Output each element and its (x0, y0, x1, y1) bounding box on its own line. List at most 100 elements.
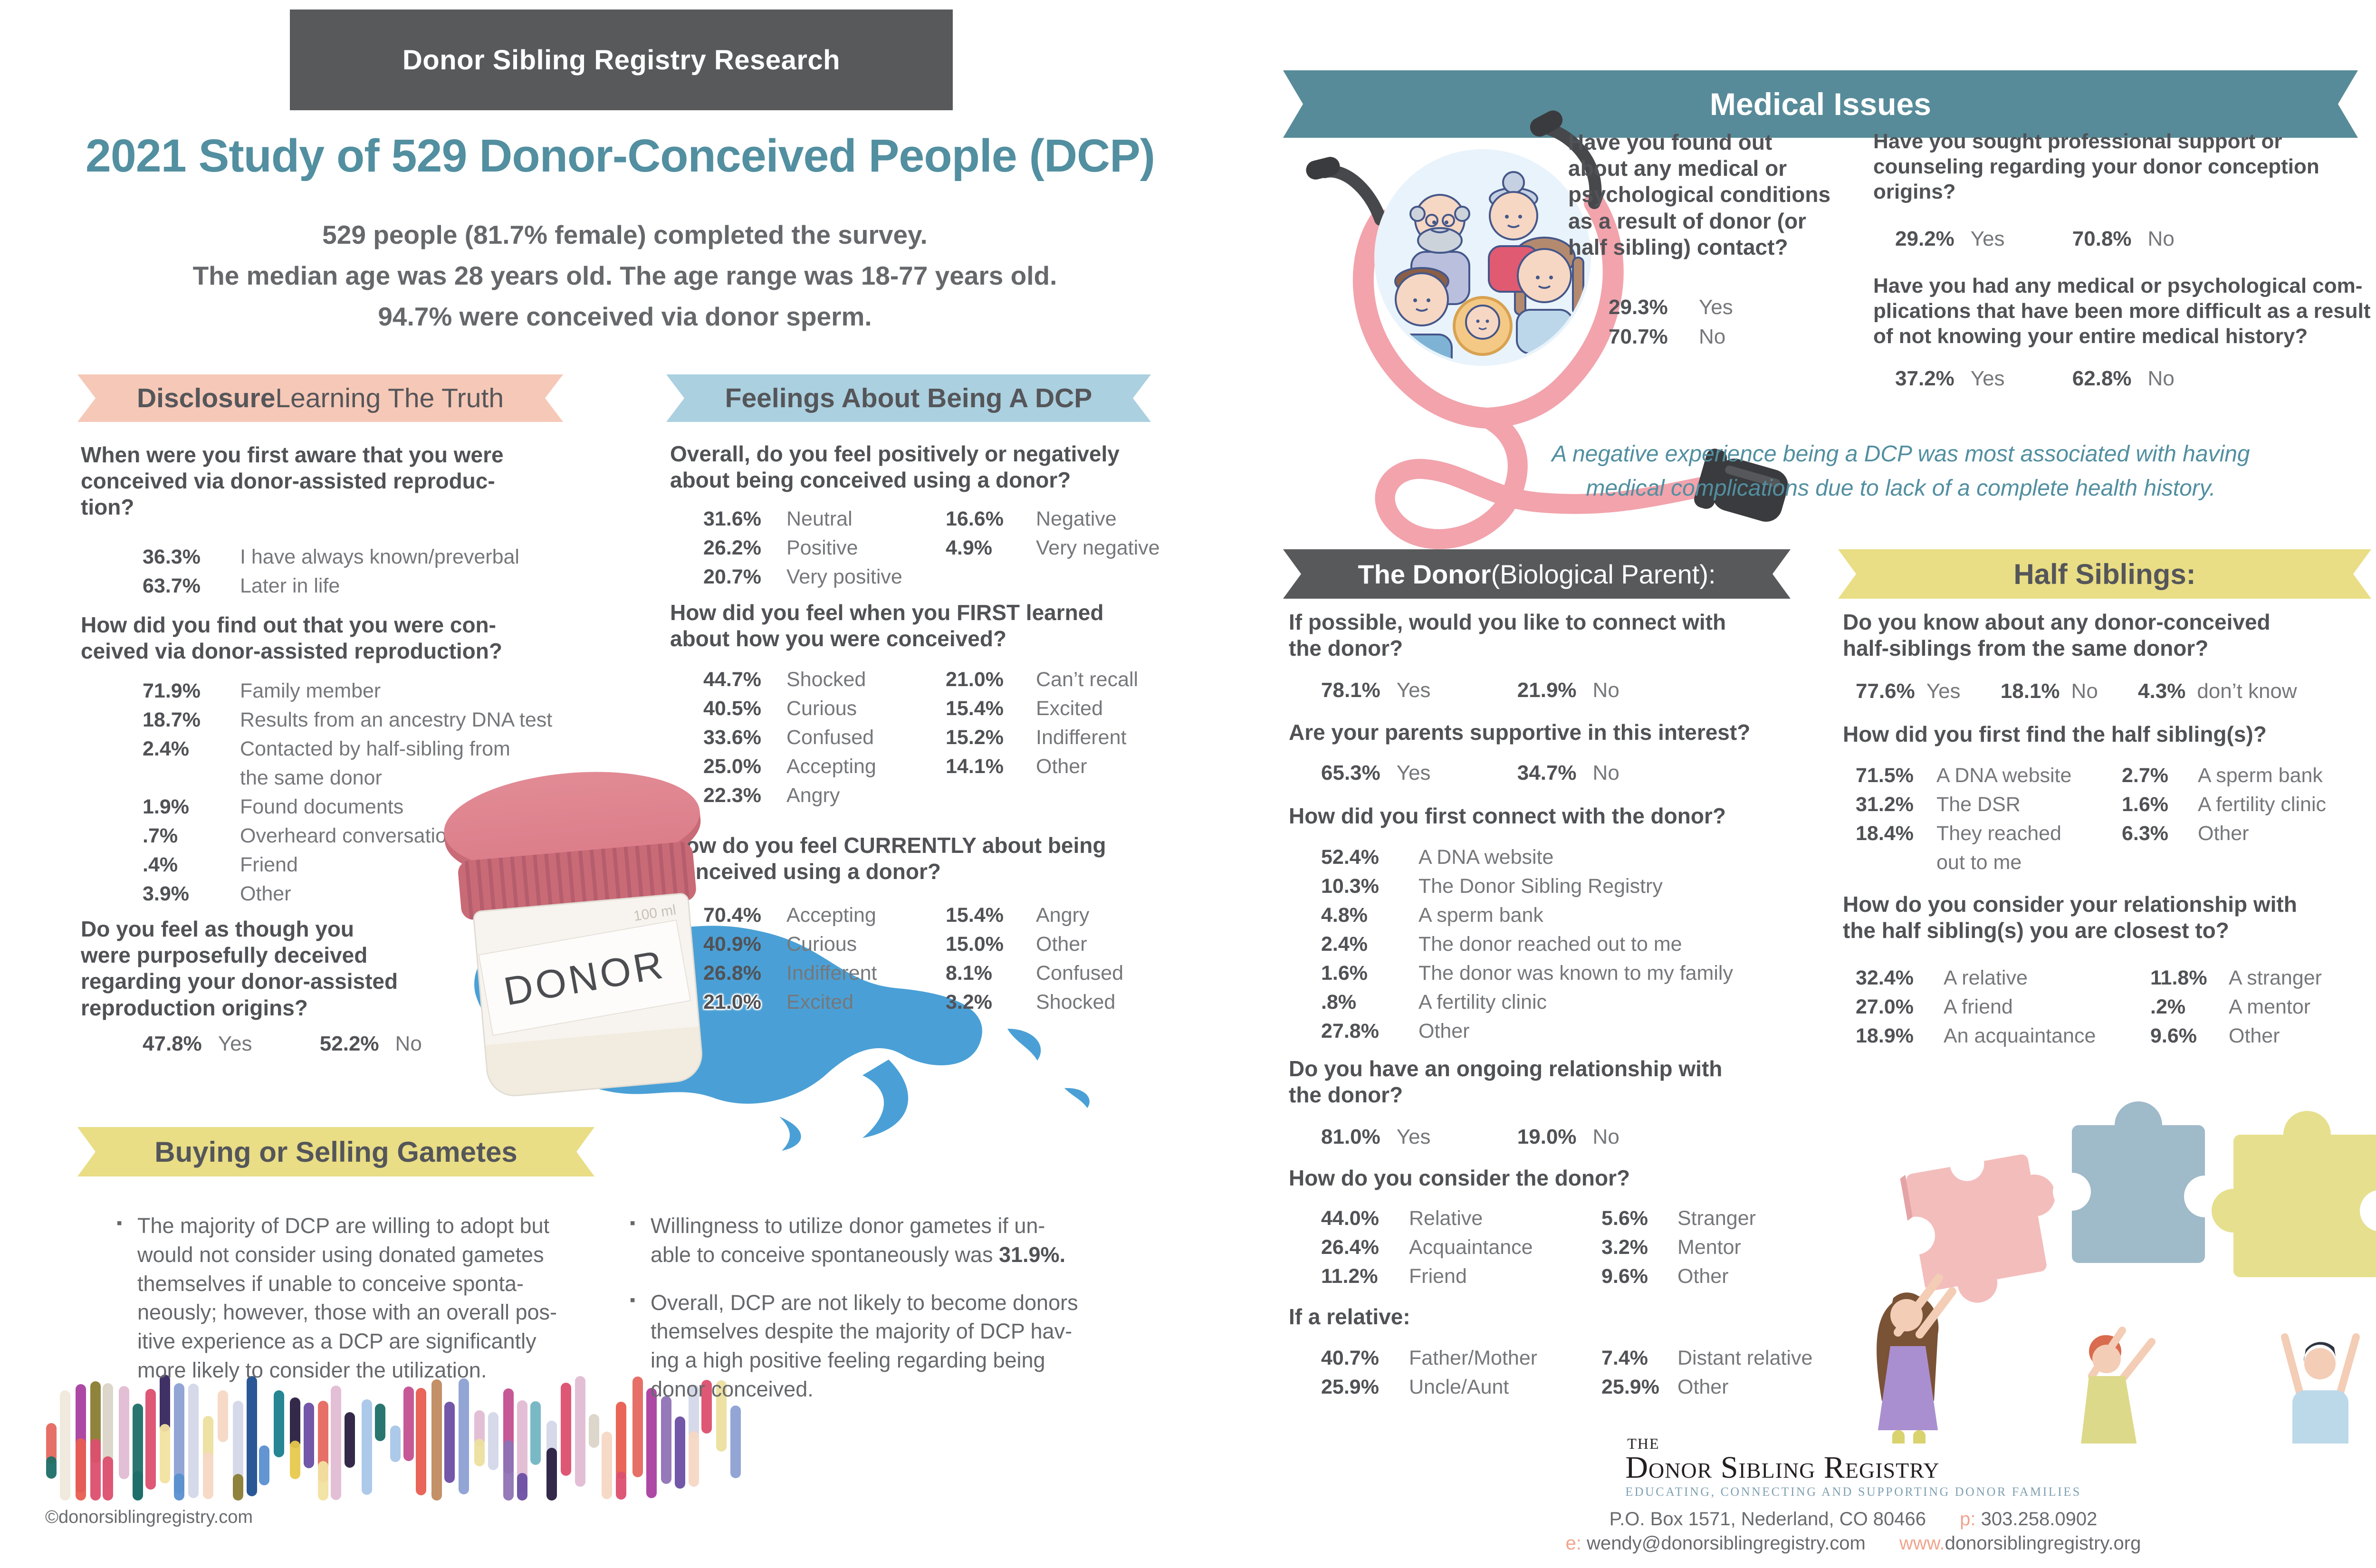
stat-label: Accepting (786, 904, 876, 927)
stat-row: 25.9% Other (1601, 1373, 1849, 1402)
stat-row: 3.9% Other (143, 880, 623, 908)
stat-row: 25.0% Accepting (703, 752, 946, 781)
feelings-banner-text: Feelings About Being A DCP (725, 383, 1092, 413)
stat-label: A fertility clinic (1418, 991, 1547, 1014)
stat-label: Friend (1409, 1265, 1467, 1288)
stat-label: A DNA website (1418, 846, 1554, 869)
stat-percent: .8% (1321, 991, 1357, 1014)
stat-percent: 78.1% (1321, 679, 1380, 702)
stat-label: Angry (786, 784, 840, 807)
stat-label: Later in life (240, 574, 340, 598)
stat-percent: 10.3% (1321, 875, 1379, 898)
stat-percent: 26.4% (1321, 1236, 1379, 1259)
stat-label: Distant relative (1677, 1347, 1813, 1369)
stat-label: A DNA website (1936, 764, 2072, 787)
stat-label: A mentor (2229, 995, 2311, 1019)
stat-percent: .4% (143, 853, 178, 877)
stat-label: Other (1677, 1265, 1729, 1288)
donor-banner-bold: The Donor (1358, 559, 1491, 589)
stat-label: Can’t recall (1036, 668, 1139, 691)
stat-percent: 33.6% (703, 726, 761, 749)
stat-row: 63.7% Later in life (143, 572, 618, 601)
gametes-bullet-2-text: Willingness to utilize donor gametes if … (651, 1214, 1045, 1267)
medical-note: A negative experience being a DCP was mo… (1552, 441, 2250, 501)
donor-q4: Do you have an ongoing relationship with… (1289, 1056, 1723, 1108)
stat-row: 70.4% Accepting (703, 901, 946, 930)
stat-row: 27.0% A friend (1856, 993, 2150, 1022)
stat-label: Other (1036, 755, 1087, 778)
stat-row: 5.6% Stranger (1601, 1204, 1820, 1233)
stat-label: Father/Mother (1409, 1347, 1538, 1369)
medical-q1: Have you found out about any medical or … (1568, 130, 1831, 259)
dsr-logo: THE Donor Sibling Registry EDUCATING, CO… (1625, 1436, 2081, 1499)
stat-percent: 37.2% (1895, 367, 1954, 390)
donor-q5-answers: 44.0% Relative 26.4% Acquaintance 11.2% Fri… (1321, 1204, 1820, 1291)
stat-label: No (1592, 1125, 1619, 1148)
stat-row: 9.6% Other (2150, 1022, 2376, 1051)
stat-label: No (1592, 679, 1619, 702)
feelings-q3-answers: 70.4% Accepting 40.9% Curious 26.8% Indiffe… (703, 901, 1193, 1017)
donor-q3-answers: 52.4% A DNA website 10.3% The Donor Siblin… (1321, 843, 1825, 1046)
stat-label: No (395, 1032, 422, 1055)
stat-label: No (2147, 367, 2175, 390)
brand-banner: Donor Sibling Registry Research (290, 10, 953, 110)
disclosure-q2-answers: 71.9% Family member 18.7% Results from an … (143, 677, 623, 908)
stat-row: 11.2% Friend (1321, 1262, 1601, 1291)
stat-row: 2.4% Contacted by half-sibling from the s… (143, 735, 623, 793)
stat-percent: 2.4% (143, 737, 190, 761)
stat-percent: 25.9% (1321, 1376, 1379, 1399)
stat-label: No (2147, 227, 2175, 250)
stat-row: .8% A fertility clinic (1321, 988, 1825, 1017)
stat-percent: 18.7% (143, 708, 201, 732)
dna-barcode (45, 1373, 748, 1501)
donor-q1-answers: 78.1% Yes 21.9% No (1321, 679, 1619, 702)
stat-label: Very positive (786, 565, 902, 589)
half-q2-answers: 71.5% A DNA website 31.2% The DSR 18.4% The… (1856, 761, 2376, 877)
stat-row: 52.4% A DNA website (1321, 843, 1825, 872)
donor-q2-answers: 65.3% Yes 34.7% No (1321, 761, 1619, 785)
stat-row: 40.5% Curious (703, 694, 946, 723)
stat-pair: 47.8% Yes (143, 1032, 252, 1055)
medical-q2: Have you sought professional support or … (1873, 130, 2319, 203)
stat-percent: 36.3% (143, 545, 201, 568)
stat-label: Yes (1926, 679, 1961, 703)
stat-row: 16.6% Negative (946, 505, 1193, 534)
stethoscope-family-illustration (1306, 110, 1788, 549)
medical-q1-answers: 29.3% Yes 70.7% No (1609, 293, 1733, 352)
stat-label: The Donor Sibling Registry (1418, 875, 1663, 898)
gametes-banner: Buying or Selling Gametes (77, 1127, 594, 1176)
stat-percent: 3.9% (143, 882, 190, 906)
half-q1: Do you know about any donor-conceived ha… (1843, 610, 2271, 661)
stat-percent: 40.9% (703, 933, 761, 956)
stat-label: A friend (1944, 995, 2013, 1019)
stat-row: .2% A mentor (2150, 993, 2376, 1022)
stat-row: 25.9% Uncle/Aunt (1321, 1373, 1601, 1402)
medical-q3-answers: 37.2% Yes 62.8% No (1895, 367, 2175, 391)
footer-address: P.O. Box 1571, Nederland, CO 80466 (1609, 1509, 1926, 1530)
stat-label: An acquaintance (1944, 1024, 2096, 1048)
stat-pair: 70.8% No (2072, 227, 2175, 250)
stat-row: 15.2% Indifferent (946, 723, 1193, 752)
disclosure-q3: Do you feel as though you were purposefu… (81, 917, 398, 1020)
cup-body: 100 ml DONOR (472, 892, 705, 1099)
stat-label: A fertility clinic (2198, 793, 2327, 816)
stat-percent: 29.3% (1609, 296, 1668, 319)
stat-percent: 4.9% (946, 536, 993, 560)
stat-label: Other (1036, 933, 1087, 956)
donor-q3: How did you first connect with the donor… (1289, 803, 1726, 828)
gametes-bullet-1: The majority of DCP are willing to adopt… (116, 1212, 674, 1385)
stat-percent: 65.3% (1321, 761, 1380, 784)
stat-pair: 21.9% No (1517, 679, 1619, 702)
stat-pair: 18.1% No (2001, 679, 2098, 703)
stat-row: .7% Overheard conversation (143, 822, 623, 851)
stat-label: Other (2198, 822, 2249, 845)
stat-percent: 25.0% (703, 755, 761, 778)
gametes-bullet-2: Willingness to utilize donor gametes if … (630, 1212, 1181, 1270)
medical-banner: Medical Issues (1283, 70, 2358, 138)
stat-row: 15.0% Other (946, 930, 1193, 959)
stat-percent: 62.8% (2072, 367, 2132, 390)
stat-percent: 2.7% (2122, 764, 2169, 787)
medical-banner-text: Medical Issues (1710, 86, 1931, 122)
stat-label: Yes (1396, 761, 1431, 784)
stat-label: Shocked (786, 668, 866, 691)
